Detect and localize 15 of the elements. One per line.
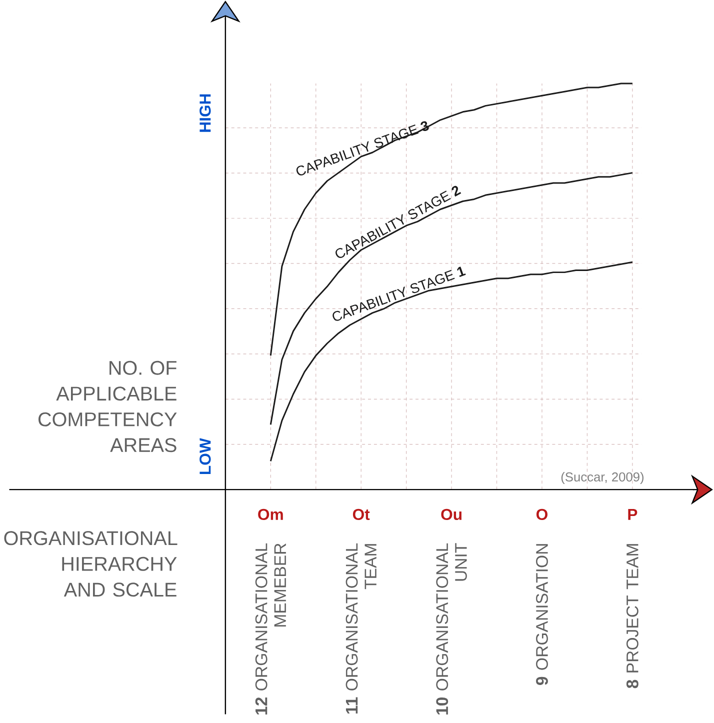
x-tick-label: Ou <box>441 508 462 520</box>
text: 12 ORGANISATIONAL MEMEBER <box>256 543 286 714</box>
annotation: (Succar, 2009) <box>562 472 644 484</box>
text: 9 ORGANISATION <box>536 544 548 685</box>
x-tick-label: Ot <box>353 508 370 520</box>
x-tick-label: Om <box>258 508 284 520</box>
text: 10 ORGANISATIONAL UNIT <box>436 543 468 714</box>
x-axis-title: ORGANISATIONAL HIERARCHY AND SCALE <box>4 531 178 597</box>
y-axis-title: NO. OF APPLICABLE COMPETENCY AREAS <box>38 360 178 452</box>
text: 11 ORGANISATIONAL TEAM <box>346 543 377 714</box>
x-tick-label: O <box>536 508 548 520</box>
text: LOW <box>200 438 212 474</box>
text: HIGH <box>200 94 212 132</box>
text: 8 PROJECT TEAM <box>626 544 639 688</box>
x-tick-label: P <box>628 508 638 520</box>
